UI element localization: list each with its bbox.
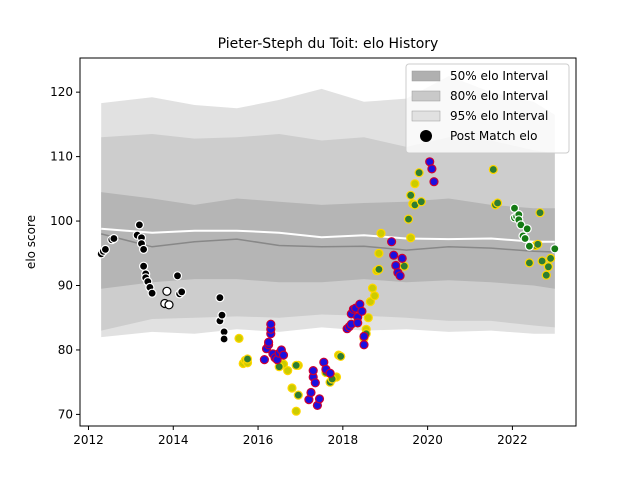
data-point: [369, 284, 377, 292]
data-point: [538, 257, 546, 265]
legend: 50% elo Interval 80% elo Interval 95% elo …: [406, 64, 569, 153]
y-tick-label: 100: [50, 214, 73, 228]
data-point: [415, 169, 423, 177]
data-point: [375, 249, 383, 257]
data-point: [390, 251, 398, 259]
data-point: [216, 294, 224, 302]
data-point: [174, 272, 182, 280]
data-point: [140, 262, 148, 270]
legend-swatch: [412, 91, 440, 101]
y-axis-title: elo score: [24, 215, 38, 269]
data-point: [400, 262, 408, 270]
data-point: [544, 263, 552, 271]
chart-title: Pieter-Steph du Toit: elo History: [218, 36, 439, 52]
data-point: [360, 332, 368, 340]
data-point: [358, 307, 366, 315]
data-point: [364, 314, 372, 322]
data-point: [375, 265, 383, 273]
data-point: [536, 209, 544, 217]
x-tick-label: 2012: [73, 433, 104, 447]
data-point: [398, 254, 406, 262]
data-point: [294, 391, 302, 399]
y-tick-label: 70: [58, 407, 73, 421]
data-point: [220, 335, 228, 343]
data-point: [428, 165, 436, 173]
data-point: [371, 292, 379, 300]
legend-label: 50% elo Interval: [450, 69, 548, 83]
data-point: [316, 395, 324, 403]
data-point: [547, 254, 555, 262]
legend-swatch: [412, 111, 440, 121]
data-point: [178, 288, 186, 296]
x-tick-label: 2014: [158, 433, 189, 447]
data-point: [417, 198, 425, 206]
data-point: [523, 225, 531, 233]
data-point: [309, 367, 317, 375]
data-point: [396, 272, 404, 280]
data-point: [307, 389, 315, 397]
data-point: [337, 352, 345, 360]
x-tick-label: 2022: [497, 433, 528, 447]
data-point: [354, 319, 362, 327]
data-point: [525, 242, 533, 250]
legend-marker: [420, 130, 432, 142]
data-point: [110, 235, 118, 243]
legend-label: 95% elo Interval: [450, 109, 548, 123]
legend-label: Post Match elo: [450, 129, 537, 143]
y-tick-label: 90: [58, 279, 73, 293]
data-point: [542, 271, 550, 279]
data-point: [140, 245, 148, 253]
data-point: [430, 178, 438, 186]
x-axis: 2012 2014 2016 2018 2020 2022: [73, 426, 527, 447]
data-point: [280, 351, 288, 359]
data-point: [101, 245, 109, 253]
data-point: [260, 356, 268, 364]
y-tick-label: 80: [58, 343, 73, 357]
data-point: [525, 259, 533, 267]
data-point: [163, 287, 171, 295]
data-point: [292, 361, 300, 369]
data-point: [165, 301, 173, 309]
data-point: [292, 407, 300, 415]
data-point: [388, 238, 396, 246]
data-point: [407, 234, 415, 242]
data-point: [326, 369, 334, 377]
data-point: [494, 199, 502, 207]
y-tick-label: 120: [50, 85, 73, 99]
y-tick-label: 110: [50, 150, 73, 164]
data-point: [360, 341, 368, 349]
data-point: [288, 384, 296, 392]
data-point: [411, 180, 419, 188]
data-point: [405, 215, 413, 223]
data-point: [489, 166, 497, 174]
data-point: [265, 338, 273, 346]
data-point: [407, 191, 415, 199]
y-axis: 70 80 90 100 110 120: [50, 85, 80, 421]
data-point: [135, 221, 143, 229]
data-point: [235, 334, 243, 342]
data-point: [377, 229, 385, 237]
legend-label: 80% elo Interval: [450, 89, 548, 103]
legend-swatch: [412, 71, 440, 81]
data-point: [521, 235, 529, 243]
data-point: [218, 311, 226, 319]
x-tick-label: 2018: [328, 433, 359, 447]
data-point: [534, 240, 542, 248]
x-tick-label: 2020: [412, 433, 443, 447]
data-point: [244, 355, 252, 363]
data-point: [284, 367, 292, 375]
data-point: [267, 320, 275, 328]
data-point: [311, 379, 319, 387]
data-point: [551, 245, 559, 253]
data-point: [148, 289, 156, 297]
band-50: [101, 192, 555, 289]
x-tick-label: 2016: [243, 433, 274, 447]
